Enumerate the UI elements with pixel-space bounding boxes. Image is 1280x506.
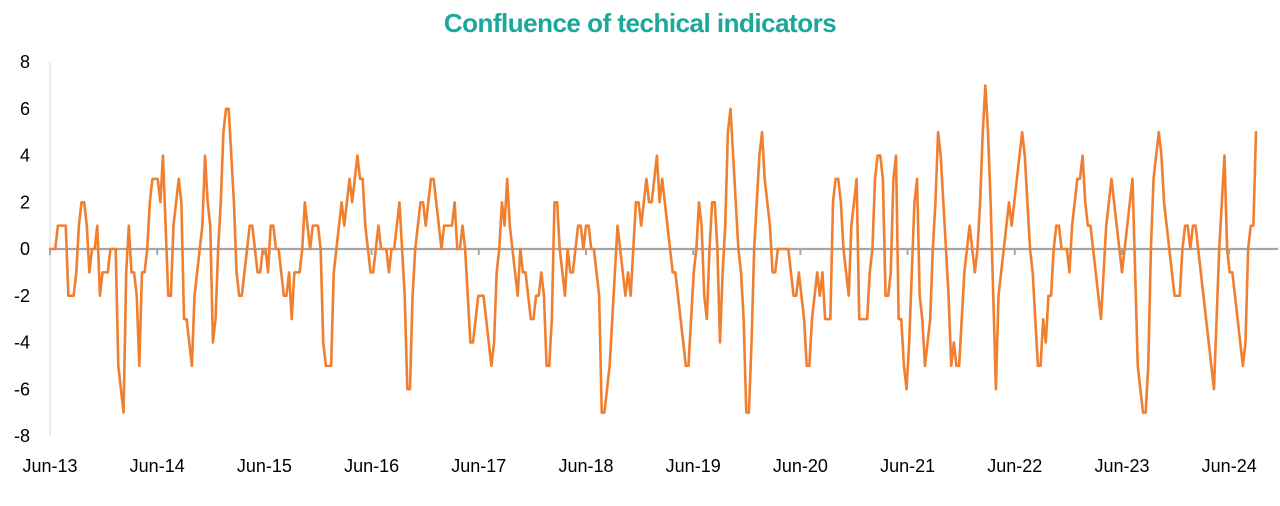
x-tick-label: Jun-20	[773, 456, 828, 476]
x-tick-label: Jun-13	[22, 456, 77, 476]
y-tick-label: 4	[20, 146, 30, 166]
chart-title: Confluence of techical indicators	[443, 8, 837, 38]
y-axis: 8 6 4 2 0 -2 -4 -6 -8	[14, 52, 51, 446]
indicator-series-line	[48, 84, 1258, 414]
x-tick-label: Jun-24	[1202, 456, 1257, 476]
x-tick-label: Jun-14	[130, 456, 185, 476]
x-tick-label: Jun-21	[880, 456, 935, 476]
y-tick-label: 2	[20, 192, 30, 212]
y-tick-label: -4	[14, 333, 30, 353]
x-tick-label: Jun-15	[237, 456, 292, 476]
y-tick-label: 6	[20, 99, 30, 119]
series	[48, 84, 1258, 414]
x-tick-label: Jun-22	[987, 456, 1042, 476]
y-tick-label: -6	[14, 379, 30, 399]
x-tick-label: Jun-18	[558, 456, 613, 476]
y-tick-label: -8	[14, 426, 30, 446]
x-tick-label: Jun-19	[666, 456, 721, 476]
y-tick-label: 0	[20, 239, 30, 259]
x-tick-label: Jun-17	[451, 456, 506, 476]
y-tick-label: 8	[20, 52, 30, 72]
x-axis: Jun-13 Jun-14 Jun-15 Jun-16 Jun-17 Jun-18 Jun-…	[22, 249, 1257, 476]
x-tick-label: Jun-16	[344, 456, 399, 476]
y-tick-label: -2	[14, 286, 30, 306]
x-tick-label: Jun-23	[1094, 456, 1149, 476]
